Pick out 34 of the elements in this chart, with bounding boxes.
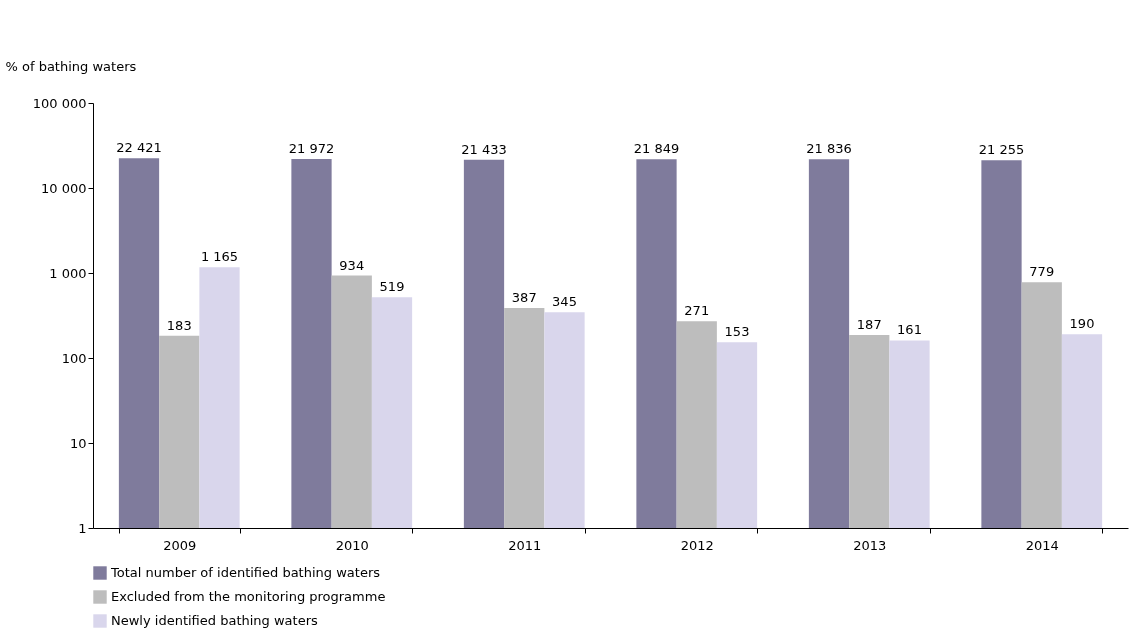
y-tick-label: 1 bbox=[78, 520, 87, 536]
x-tick-label: 2010 bbox=[335, 537, 369, 553]
data-label: 271 bbox=[684, 303, 710, 319]
data-label: 519 bbox=[379, 279, 405, 295]
y-tick-label: 10 bbox=[69, 435, 87, 451]
data-label: 187 bbox=[856, 316, 882, 332]
data-label: 190 bbox=[1069, 316, 1095, 332]
data-label: 183 bbox=[166, 317, 192, 333]
data-label: 22 421 bbox=[116, 140, 162, 156]
data-label: 1 165 bbox=[200, 249, 239, 265]
y-tick-label: 100 bbox=[61, 350, 87, 366]
y-tick-label: 100 000 bbox=[32, 95, 87, 111]
data-label: 345 bbox=[552, 294, 577, 310]
legend-label: Excluded from the monitoring programme bbox=[111, 589, 386, 604]
data-label: 21 972 bbox=[288, 140, 335, 156]
data-label: 21 433 bbox=[461, 141, 507, 157]
data-label: 153 bbox=[724, 324, 750, 340]
x-tick-label: 2011 bbox=[508, 537, 542, 553]
y-tick-label: 10 000 bbox=[41, 180, 87, 196]
data-label: 21 849 bbox=[633, 141, 680, 157]
x-tick-label: 2012 bbox=[680, 537, 714, 553]
y-tick-label: 1 000 bbox=[49, 265, 87, 281]
legend-label: Total number of identified bathing waters bbox=[110, 565, 381, 580]
x-tick-label: 2014 bbox=[1025, 537, 1059, 553]
data-label: 934 bbox=[339, 257, 365, 273]
y-axis-title: % of bathing waters bbox=[5, 58, 137, 74]
data-label: 387 bbox=[511, 290, 537, 306]
x-tick-label: 2009 bbox=[163, 537, 197, 553]
data-label: 161 bbox=[897, 322, 922, 338]
data-label: 779 bbox=[1029, 264, 1055, 280]
x-tick-label: 2013 bbox=[853, 537, 887, 553]
data-label: 21 255 bbox=[978, 142, 1025, 158]
legend-label: Newly identified bathing waters bbox=[111, 613, 318, 628]
data-label: 21 836 bbox=[806, 141, 852, 157]
